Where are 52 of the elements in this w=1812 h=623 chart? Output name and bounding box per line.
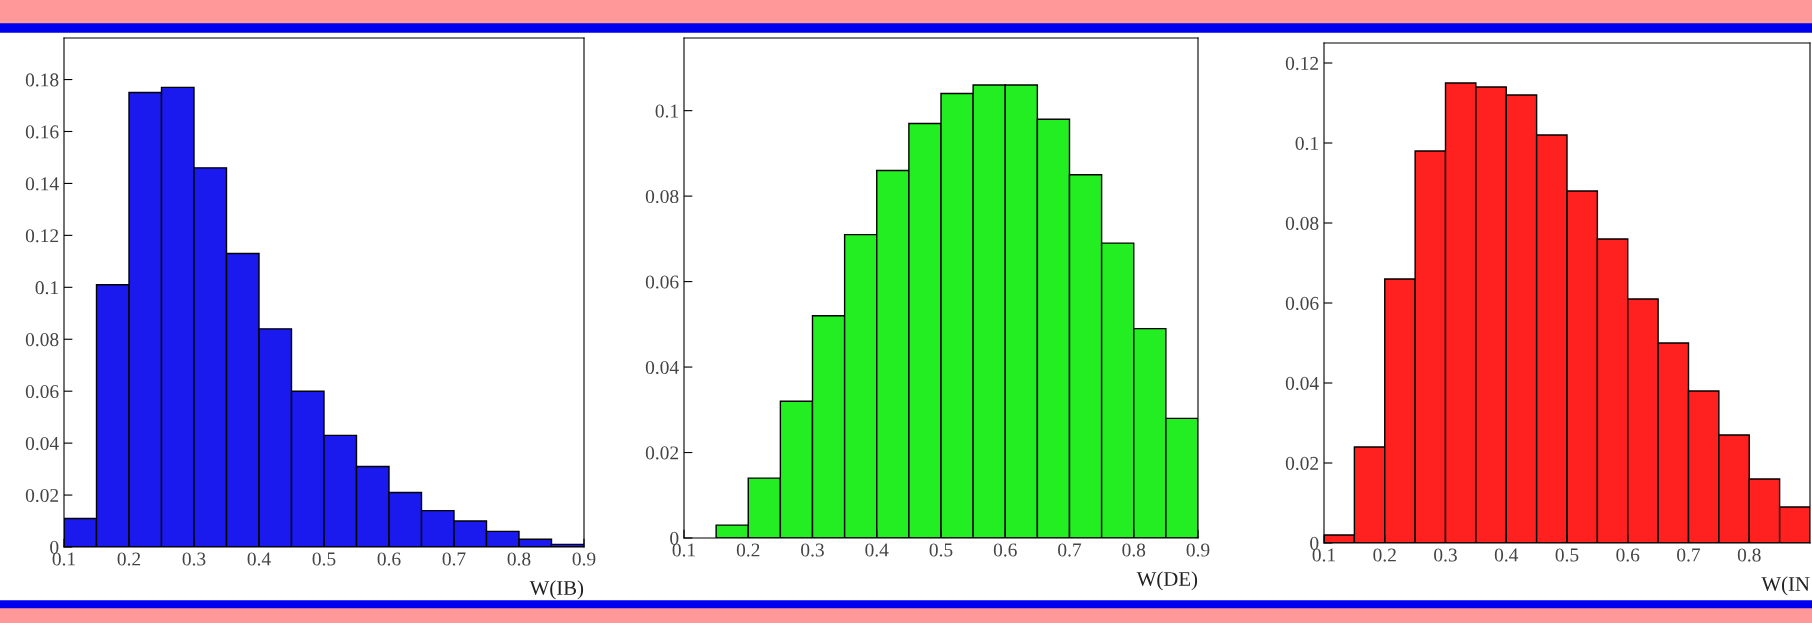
x-axis-title: W(IB) (529, 580, 584, 600)
x-tick-label: 0.5 (312, 552, 336, 566)
x-tick-label: 0.3 (1434, 548, 1457, 562)
x-tick-label: 0.9 (1186, 543, 1210, 557)
y-tick-label: 0.16 (25, 125, 59, 139)
x-tick-label: 0.3 (801, 543, 824, 557)
x-tick-label: 0.8 (1122, 543, 1146, 557)
x-tick-label: 0.2 (117, 552, 141, 566)
x-tick-label: 0.4 (1494, 548, 1519, 562)
y-tick-label: 0.06 (1285, 296, 1319, 311)
y-tick-label: 0.08 (25, 333, 59, 347)
y-tick-label: 0.06 (25, 385, 59, 399)
y-tick-label: 0.02 (25, 488, 59, 503)
x-tick-label: 0.5 (929, 543, 953, 557)
x-tick-label: 0.6 (377, 552, 401, 566)
x-axis-title: W(IN (1761, 576, 1810, 596)
y-tick-label: 0 (50, 540, 59, 554)
x-tick-label: 0.6 (1616, 548, 1640, 562)
x-tick-label: 0.2 (1373, 548, 1396, 562)
x-tick-label: 0.8 (1737, 548, 1761, 562)
x-tick-label: 0.1 (672, 543, 695, 557)
y-tick-label: 0.02 (645, 446, 679, 460)
y-tick-label: 0.04 (645, 360, 679, 375)
y-tick-label: 0.1 (35, 281, 58, 295)
x-tick-label: 0.7 (442, 552, 466, 566)
x-tick-label: 0.7 (1677, 548, 1701, 562)
x-tick-label: 0.8 (507, 552, 531, 566)
y-tick-label: 0 (670, 531, 679, 545)
x-tick-label: 0.3 (182, 552, 206, 566)
y-tick-label: 0.04 (25, 436, 59, 451)
y-tick-label: 0.02 (1285, 456, 1319, 471)
x-tick-label: 0.7 (1058, 543, 1082, 557)
y-tick-label: 0 (1310, 536, 1319, 550)
y-tick-label: 0.04 (1285, 376, 1319, 391)
y-tick-label: 0.08 (1285, 216, 1319, 231)
y-tick-label: 0.14 (25, 177, 59, 191)
y-tick-label: 0.12 (1285, 56, 1319, 71)
y-tick-label: 0.12 (25, 229, 59, 243)
x-tick-label: 0.1 (52, 552, 75, 566)
y-tick-label: 0.08 (645, 189, 679, 204)
y-tick-label: 0.1 (1295, 136, 1318, 151)
y-tick-label: 0.1 (655, 104, 678, 118)
x-tick-label: 0.4 (865, 543, 889, 557)
y-tick-label: 0.18 (25, 73, 59, 87)
x-tick-label: 0.2 (736, 543, 760, 557)
x-tick-label: 0.6 (993, 543, 1017, 557)
x-tick-label: 0.4 (247, 552, 271, 566)
x-axis-title: W(DE) (1136, 571, 1198, 591)
x-tick-label: 0.9 (572, 552, 596, 566)
y-tick-label: 0.06 (645, 275, 679, 289)
x-tick-label: 0.5 (1555, 548, 1579, 562)
x-tick-label: 0.1 (1312, 548, 1335, 562)
